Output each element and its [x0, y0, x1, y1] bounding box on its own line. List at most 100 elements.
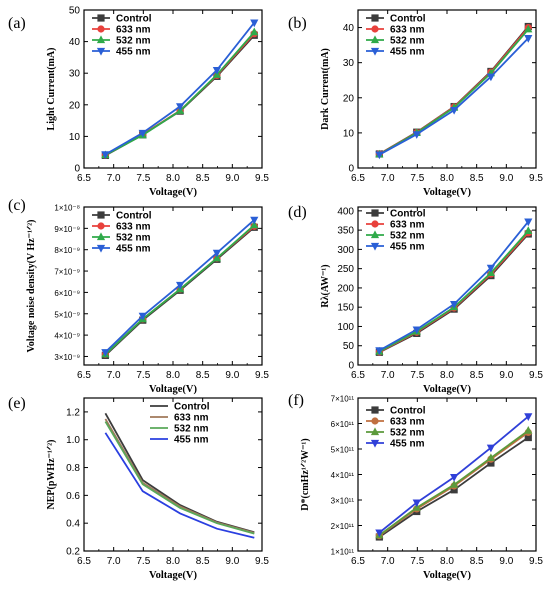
x-axis-label: Voltage(V)	[149, 384, 198, 395]
y-tick-label: 0.4	[66, 519, 80, 530]
y-axis-label: NEP(pWHz⁻¹ᐟ²)	[46, 440, 57, 510]
legend-marker	[371, 220, 379, 228]
y-tick-label: 3×10⁻⁹	[54, 353, 80, 362]
legend-label: Control	[116, 211, 152, 222]
x-tick-label: 8.5	[196, 370, 210, 381]
y-tick-label: 10	[69, 132, 81, 143]
y-tick-label: 0.8	[66, 463, 80, 474]
data-point	[524, 34, 533, 43]
legend-label: 455 nm	[116, 47, 151, 58]
legend-marker	[371, 14, 379, 22]
y-tick-label: 2×10¹¹	[331, 522, 355, 531]
plot-frame	[83, 9, 263, 169]
data-point	[486, 444, 496, 453]
legend-label: Control	[116, 14, 152, 25]
y-tick-label: 300	[337, 245, 354, 256]
x-tick-label: 7.5	[410, 370, 424, 381]
series-455-nm	[101, 19, 259, 160]
data-point	[250, 19, 259, 28]
x-tick-label: 8.0	[440, 173, 454, 184]
panel-label: (f)	[288, 392, 304, 409]
legend-label: 633 nm	[390, 220, 425, 231]
data-point	[138, 129, 147, 138]
legend-marker	[97, 14, 105, 22]
y-tick-label: 0.6	[66, 491, 80, 502]
y-tick-label: 100	[337, 322, 354, 333]
x-tick-label: 7.5	[136, 556, 150, 567]
legend-marker	[371, 417, 379, 425]
legend-marker	[97, 25, 105, 33]
x-tick-label: 9.0	[499, 556, 513, 567]
data-point	[486, 73, 496, 82]
x-tick-label: 8.5	[470, 556, 484, 567]
data-point	[250, 216, 259, 225]
data-point	[212, 66, 222, 75]
legend-label: 455 nm	[390, 439, 425, 450]
data-point	[524, 218, 533, 227]
x-tick-label: 9.5	[529, 556, 543, 567]
legend-label: Control	[390, 406, 426, 417]
panel-d: (d) 6.5 7.0 7.5 8.0 8.5 9.0 9.5 0 50 100 150 200 250 3…	[288, 204, 543, 395]
legend-marker	[370, 427, 380, 436]
x-tick-label: 8.0	[166, 370, 180, 381]
data-point	[101, 349, 110, 357]
y-tick-label: 1×10⁻⁸	[54, 204, 80, 213]
x-tick-label: 9.0	[225, 556, 239, 567]
x-tick-label: 9.5	[255, 173, 269, 184]
y-tick-label: 1.0	[66, 435, 80, 446]
data-point	[375, 151, 384, 160]
y-tick-label: 0	[348, 164, 354, 175]
legend-label: 455 nm	[116, 244, 151, 255]
y-tick-label: 3×10¹¹	[331, 497, 355, 506]
x-tick-label: 8.5	[470, 370, 484, 381]
y-axis-label: Light Current(mA)	[46, 48, 57, 131]
legend-marker	[371, 209, 379, 217]
data-point	[524, 226, 533, 234]
legend-label: 532 nm	[116, 233, 151, 244]
y-tick-label: 5×10¹¹	[331, 446, 355, 455]
legend-label: 633 nm	[390, 417, 425, 428]
x-tick-label: 6.5	[351, 173, 365, 184]
x-tick-label: 6.5	[77, 370, 91, 381]
y-tick-label: 7×10¹¹	[331, 395, 355, 404]
x-tick-label: 9.0	[499, 370, 513, 381]
panel-e: (e) 6.5 7.0 7.5 8.0 8.5 9.0 9.5 0.2 0.4 0.6 0.8 1.0 1…	[8, 395, 269, 581]
x-tick-label: 8.5	[470, 173, 484, 184]
series-532-nm	[104, 421, 255, 535]
legend-marker	[370, 242, 380, 251]
data-point	[450, 486, 458, 494]
y-tick-label: 0	[74, 164, 80, 175]
series-455-nm	[375, 413, 533, 538]
data-point	[250, 27, 259, 36]
data-point	[486, 264, 496, 273]
panel-f: (f) 6.5 7.0 7.5 8.0 8.5 9.0 9.5 1×10¹¹ 2×10¹¹ 3×10…	[288, 392, 543, 581]
data-point	[487, 459, 495, 467]
data-point	[524, 413, 533, 421]
data-point	[486, 453, 496, 462]
plot-frame	[357, 9, 537, 169]
x-tick-label: 7.0	[381, 173, 395, 184]
y-tick-label: 40	[69, 37, 81, 48]
x-tick-label: 9.5	[255, 370, 269, 381]
legend-label: 532 nm	[390, 36, 425, 47]
legend-marker	[96, 232, 106, 241]
x-tick-label: 9.5	[529, 370, 543, 381]
x-tick-label: 7.0	[381, 556, 395, 567]
y-tick-label: 5×10⁻⁹	[54, 310, 80, 319]
x-tick-label: 7.5	[410, 556, 424, 567]
legend-label: 633 nm	[116, 25, 151, 36]
legend-marker	[97, 211, 105, 219]
legend-marker	[371, 25, 379, 33]
legend-marker	[97, 222, 105, 230]
x-tick-label: 7.5	[410, 173, 424, 184]
legend-label: 633 nm	[174, 413, 209, 424]
legend-label: 532 nm	[174, 424, 209, 435]
data-point	[138, 312, 147, 321]
y-tick-label: 400	[337, 206, 354, 217]
x-axis-label: Voltage(V)	[423, 384, 472, 395]
legend-marker	[370, 230, 380, 239]
x-axis-label: Voltage(V)	[149, 570, 198, 581]
